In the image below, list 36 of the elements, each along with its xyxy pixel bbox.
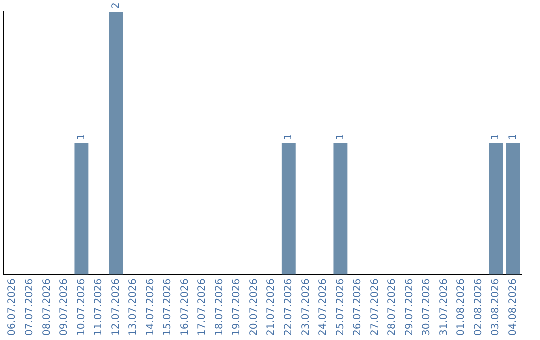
x-tick-label: 28.07.2026 (387, 278, 398, 336)
x-tick-label: 22.07.2026 (283, 278, 294, 336)
x-tick-label: 29.07.2026 (404, 278, 416, 336)
data-label: 1 (335, 134, 346, 140)
x-tick-label: 16.07.2026 (180, 278, 191, 336)
data-label: 1 (76, 134, 88, 140)
x-tick-label: 04.08.2026 (508, 278, 519, 336)
x-tick-label: 12.07.2026 (110, 278, 122, 336)
x-tick-label: 27.07.2026 (370, 278, 381, 336)
x-tick-label: 13.07.2026 (128, 278, 140, 336)
data-label: 1 (490, 134, 502, 140)
x-tick-label: 19.07.2026 (232, 278, 243, 336)
x-tick-label: 17.07.2026 (197, 278, 208, 336)
x-tick-label: 26.07.2026 (352, 278, 364, 336)
x-tick-label: 02.08.2026 (473, 278, 484, 336)
x-tick-label: 11.07.2026 (94, 278, 105, 336)
x-tick-label: 06.07.2026 (7, 278, 18, 336)
x-tick-label: 25.07.2026 (335, 278, 346, 336)
x-tick-label: 07.07.2026 (24, 278, 36, 336)
x-tick-label: 24.07.2026 (318, 278, 330, 336)
x-tick-label: 08.07.2026 (42, 278, 53, 336)
x-tick-label: 21.07.2026 (266, 278, 278, 336)
x-tick-label: 15.07.2026 (162, 278, 174, 336)
data-label: 2 (110, 2, 122, 9)
x-tick-label: 18.07.2026 (214, 278, 226, 336)
x-tick-label: 23.07.2026 (300, 278, 312, 336)
x-tick-label: 01.08.2026 (456, 278, 468, 336)
x-tick-label: 31.07.2026 (438, 278, 450, 336)
data-label: 1 (283, 134, 294, 140)
data-label: 1 (508, 134, 519, 140)
x-tick-label: 10.07.2026 (76, 278, 88, 336)
x-tick-label: 30.07.2026 (422, 278, 433, 336)
x-tick-label: 09.07.2026 (59, 278, 70, 336)
x-tick-label: 03.08.2026 (490, 278, 502, 336)
x-tick-label: 14.07.2026 (145, 278, 156, 336)
x-tick-label: 20.07.2026 (248, 278, 260, 336)
